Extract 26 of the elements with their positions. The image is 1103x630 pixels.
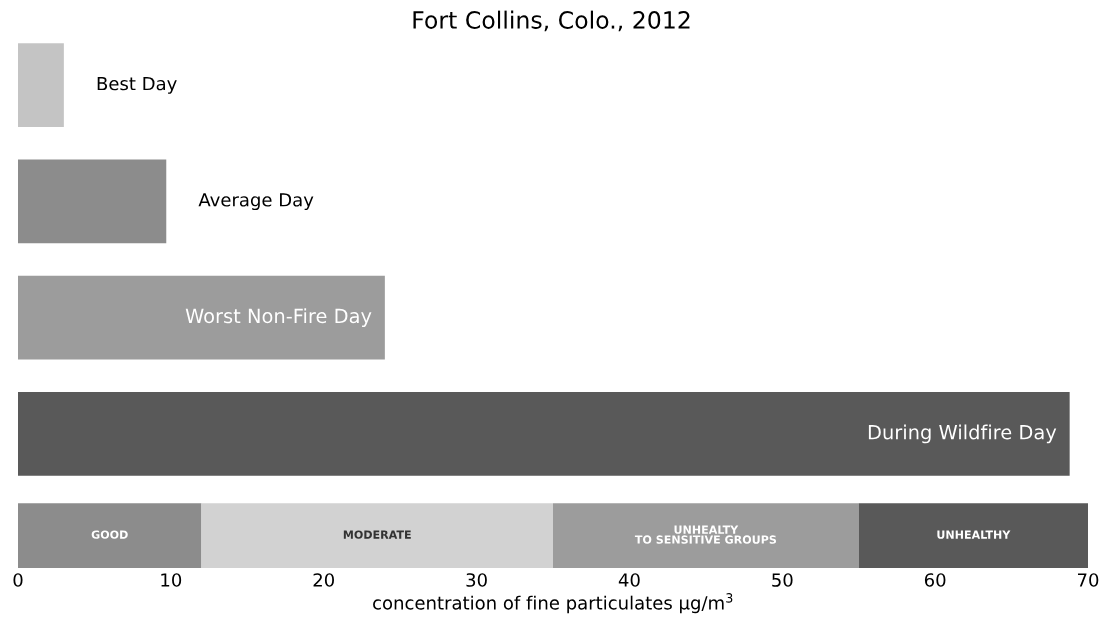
x-tick-label: 50 bbox=[772, 573, 793, 587]
series-label: MODERATE bbox=[343, 530, 411, 539]
bar bbox=[201, 503, 553, 568]
x-tick-label: 70 bbox=[1077, 573, 1099, 587]
bar bbox=[18, 43, 64, 127]
y-tick-label: Worst Non-Fire Day bbox=[185, 308, 372, 328]
x-tick-label: 0 bbox=[13, 573, 23, 587]
y-tick-label: During Wildfire Day bbox=[868, 424, 1057, 444]
bar bbox=[18, 275, 385, 360]
y-tick-label: Average Day bbox=[198, 193, 314, 211]
series-label: UNHEALTY TO SENSITIVE GROUPS bbox=[634, 525, 777, 544]
chart-title: Fort Collins, Colo., 2012 bbox=[413, 10, 690, 32]
series-label: GOOD bbox=[91, 530, 128, 539]
bar bbox=[553, 503, 859, 568]
bar bbox=[18, 159, 167, 244]
x-axis-title: concentration of fine particulates μg/m$^{3}$ bbox=[373, 593, 733, 614]
bar bbox=[858, 503, 1088, 568]
x-tick-label: 30 bbox=[466, 573, 487, 587]
bar bbox=[18, 503, 202, 568]
x-tick-label: 60 bbox=[924, 573, 946, 587]
bar bbox=[18, 392, 1070, 476]
series-label: UNHEALTHY bbox=[937, 530, 1011, 539]
x-tick-label: 10 bbox=[161, 573, 182, 587]
y-tick-label: Best Day bbox=[97, 76, 177, 94]
x-tick-label: 20 bbox=[313, 573, 334, 587]
x-tick-label: 40 bbox=[618, 573, 640, 587]
